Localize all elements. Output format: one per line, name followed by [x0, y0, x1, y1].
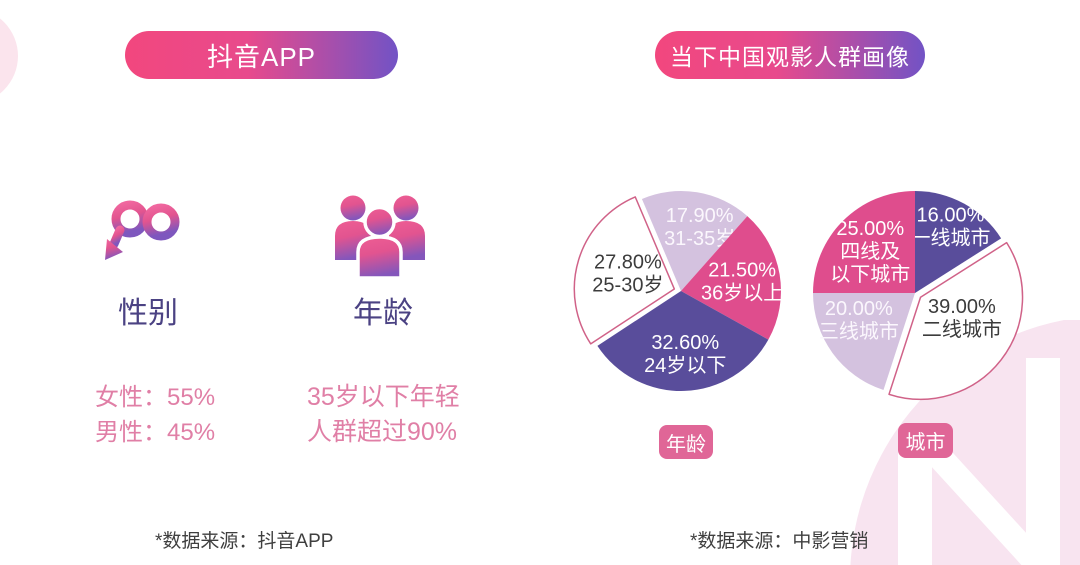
age-section-label: 年龄 — [353, 297, 413, 330]
audience-profile-title-badge: 当下中国观影人群画像 — [655, 31, 925, 79]
left-source-note: *数据来源：抖音APP — [155, 531, 334, 552]
douyin-app-title-label: 抖音APP — [206, 41, 317, 72]
pie-slice-label: 24岁以下 — [644, 354, 726, 377]
age-stats: 35岁以下年轻 人群超过90% — [307, 380, 460, 450]
gender-stats: 女性：55% 男性：45% — [95, 380, 215, 450]
pie-slice-label: 四线及 — [840, 240, 900, 263]
male-stat: 男性：45% — [95, 419, 216, 446]
female-stat: 女性：55% — [95, 384, 216, 411]
pie-slice-label: 20.00% — [825, 298, 893, 320]
pie-slice-四线及以下城市 — [813, 191, 915, 293]
pie-slice-25-30岁 — [573, 196, 676, 345]
pie-slice-label: 三线城市 — [819, 320, 899, 343]
pie-slice-label: 39.00% — [928, 296, 996, 318]
pie-slice-label: 27.80% — [594, 252, 662, 274]
city-chart-badge: 城市 — [898, 423, 953, 458]
pie-slice-二线城市 — [888, 241, 1024, 401]
pie-slice-24岁以下 — [597, 291, 769, 391]
pie-slice-label: 21.50% — [708, 260, 776, 282]
city-chart-badge-label: 城市 — [905, 432, 946, 454]
age-stat-line1: 35岁以下年轻 — [307, 383, 460, 411]
pie-slice-label: 一线城市 — [910, 227, 990, 250]
pie-slice-label: 17.90% — [666, 205, 734, 227]
pie-slice-31-35岁 — [641, 191, 748, 291]
pie-slice-label: 以下城市 — [830, 263, 910, 286]
pie-slice-label: 二线城市 — [922, 318, 1002, 341]
age-chart-badge: 年龄 — [659, 425, 713, 459]
age-pie-chart: 17.90%31-35岁 21.50%36岁以上 32.60%24岁以下 27.80%… — [573, 191, 783, 391]
gender-symbols-icon — [105, 200, 180, 260]
pie-slice-36岁以上 — [681, 216, 781, 340]
decor-circle-icon — [0, 8, 18, 104]
pie-slice-label: 16.00% — [917, 205, 985, 227]
pie-slice-一线城市 — [915, 191, 1002, 293]
city-pie-chart: 16.00%一线城市 39.00%二线城市 20.00%三线城市 25.00%四线及以… — [813, 191, 1024, 401]
pie-slice-三线城市 — [813, 293, 915, 391]
pie-slice-label: 31-35岁 — [664, 227, 735, 250]
gender-section-label: 性别 — [118, 297, 178, 330]
douyin-app-title-badge: 抖音APP — [125, 31, 398, 79]
age-chart-badge-label: 年龄 — [666, 433, 706, 456]
pie-slice-label: 25-30岁 — [592, 274, 663, 297]
pie-slice-label: 36岁以上 — [701, 282, 783, 305]
right-source-note: *数据来源：中影营销 — [690, 531, 869, 552]
age-stat-line2: 人群超过90% — [307, 418, 458, 446]
pie-slice-label: 25.00% — [836, 218, 904, 240]
watermark-logo-icon — [850, 320, 1080, 565]
audience-profile-title-label: 当下中国观影人群画像 — [670, 44, 910, 70]
people-group-icon — [335, 195, 425, 280]
pie-slice-label: 32.60% — [651, 332, 719, 354]
